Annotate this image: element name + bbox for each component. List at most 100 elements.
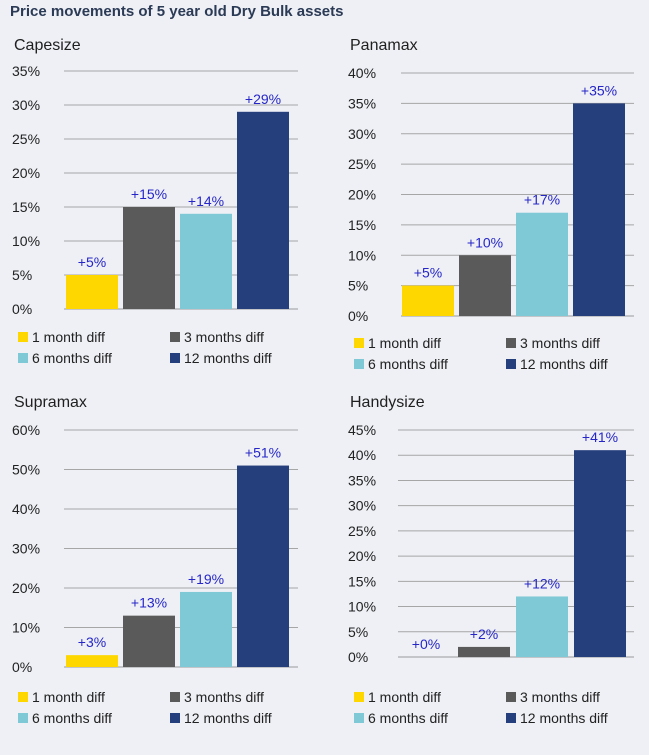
- data-label: +13%: [131, 595, 167, 611]
- chart-title: Panamax: [350, 37, 418, 54]
- data-label: +10%: [467, 234, 503, 250]
- data-label: +5%: [78, 254, 106, 270]
- chart-panel-handysize: Handysize 0% 5% 10% 15% 20% 25% 30% 35% 40% 45% +0%…: [336, 385, 649, 755]
- y-tick-label: 15%: [12, 199, 40, 215]
- y-tick-label: 10%: [348, 247, 376, 263]
- y-tick-label: 20%: [348, 548, 376, 564]
- bar-12-months-diff: [573, 103, 625, 316]
- y-tick-label: 30%: [348, 498, 376, 514]
- y-tick-label: 20%: [12, 165, 40, 181]
- legend-swatch: [170, 332, 180, 342]
- y-tick-label: 20%: [12, 580, 40, 596]
- y-tick-label: 25%: [12, 131, 40, 147]
- legend-swatch: [18, 353, 28, 363]
- data-label: +17%: [524, 192, 560, 208]
- y-tick-label: 35%: [348, 472, 376, 488]
- bar-1-month-diff: [402, 285, 454, 316]
- bar-6-months-diff: [516, 596, 568, 657]
- y-tick-label: 25%: [348, 156, 376, 172]
- data-label: +15%: [131, 186, 167, 202]
- data-label: +19%: [188, 571, 224, 587]
- legend-label: 6 months diff: [32, 350, 112, 366]
- y-tick-label: 50%: [12, 462, 40, 478]
- data-label: +2%: [470, 626, 498, 642]
- legend-label: 3 months diff: [520, 689, 600, 705]
- chart-capesize: Capesize 0% 5% 10% 15% 20% 25% 30% 35% +5% +15% +14…: [12, 37, 298, 366]
- bar-12-months-diff: [237, 465, 289, 667]
- legend-label: 3 months diff: [184, 689, 264, 705]
- y-tick-label: 0%: [348, 649, 368, 665]
- legend-swatch: [506, 359, 516, 369]
- legend-swatch: [170, 353, 180, 363]
- y-tick-label: 10%: [12, 233, 40, 249]
- bar-1-month-diff: [66, 655, 118, 667]
- legend-label: 6 months diff: [368, 710, 448, 726]
- data-label: +35%: [581, 82, 617, 98]
- legend-label: 12 months diff: [520, 710, 608, 726]
- chart-title: Handysize: [350, 394, 425, 411]
- legend-swatch: [170, 692, 180, 702]
- chart-supramax: Supramax 0% 10% 20% 30% 40% 50% 60% +3% +13% +19% +…: [12, 394, 298, 726]
- legend-swatch: [506, 713, 516, 723]
- chart-panel-supramax: Supramax 0% 10% 20% 30% 40% 50% 60% +3% +13% +19% +…: [0, 385, 324, 755]
- y-tick-label: 0%: [348, 308, 368, 324]
- page-title: Price movements of 5 year old Dry Bulk a…: [10, 3, 344, 20]
- bar-3-months-diff: [123, 615, 175, 667]
- legend-label: 6 months diff: [32, 710, 112, 726]
- bar-3-months-diff: [458, 646, 510, 657]
- y-tick-label: 60%: [12, 422, 40, 438]
- bar-12-months-diff: [237, 111, 289, 309]
- bar-12-months-diff: [574, 450, 626, 657]
- y-tick-label: 40%: [348, 447, 376, 463]
- data-label: +29%: [245, 91, 281, 107]
- y-tick-label: 0%: [12, 301, 32, 317]
- legend-swatch: [170, 713, 180, 723]
- legend-label: 3 months diff: [184, 329, 264, 345]
- data-label: +3%: [78, 634, 106, 650]
- data-label: +5%: [414, 265, 442, 281]
- bar-6-months-diff: [516, 212, 568, 316]
- legend-label: 12 months diff: [184, 350, 272, 366]
- legend-swatch: [18, 713, 28, 723]
- y-tick-label: 10%: [12, 620, 40, 636]
- chart-title: Supramax: [14, 394, 87, 411]
- legend-label: 12 months diff: [520, 356, 608, 372]
- legend-swatch: [18, 332, 28, 342]
- bar-6-months-diff: [180, 213, 232, 309]
- y-tick-label: 35%: [348, 95, 376, 111]
- legend-swatch: [18, 692, 28, 702]
- y-tick-label: 0%: [12, 659, 32, 675]
- chart-handysize: Handysize 0% 5% 10% 15% 20% 25% 30% 35% 40% 45% +0%…: [348, 394, 634, 726]
- legend-label: 6 months diff: [368, 356, 448, 372]
- bar-3-months-diff: [459, 255, 511, 316]
- legend-label: 12 months diff: [184, 710, 272, 726]
- legend-swatch: [354, 713, 364, 723]
- bar-3-months-diff: [123, 207, 175, 309]
- data-label: +12%: [524, 575, 560, 591]
- chart-panel-capesize: Capesize 0% 5% 10% 15% 20% 25% 30% 35% +5% +15% +14…: [0, 28, 324, 398]
- data-label: +0%: [412, 636, 440, 652]
- legend-label: 1 month diff: [32, 689, 105, 705]
- legend-label: 1 month diff: [368, 689, 441, 705]
- y-tick-label: 5%: [12, 267, 32, 283]
- y-tick-label: 45%: [348, 422, 376, 438]
- data-label: +14%: [188, 193, 224, 209]
- y-tick-label: 40%: [12, 501, 40, 517]
- y-tick-label: 15%: [348, 217, 376, 233]
- y-tick-label: 30%: [12, 541, 40, 557]
- y-tick-label: 15%: [348, 573, 376, 589]
- y-tick-label: 10%: [348, 599, 376, 615]
- legend-swatch: [354, 359, 364, 369]
- y-tick-label: 30%: [12, 97, 40, 113]
- y-tick-label: 5%: [348, 624, 368, 640]
- chart-panamax: Panamax 0% 5% 10% 15% 20% 25% 30% 35% 40% +5% +10% +…: [348, 37, 634, 372]
- y-tick-label: 35%: [12, 63, 40, 79]
- bar-6-months-diff: [180, 591, 232, 667]
- legend-swatch: [506, 692, 516, 702]
- data-label: +41%: [582, 429, 618, 445]
- legend-swatch: [354, 338, 364, 348]
- legend-swatch: [506, 338, 516, 348]
- chart-title: Capesize: [14, 37, 81, 54]
- bar-1-month-diff: [66, 275, 118, 309]
- y-tick-label: 30%: [348, 126, 376, 142]
